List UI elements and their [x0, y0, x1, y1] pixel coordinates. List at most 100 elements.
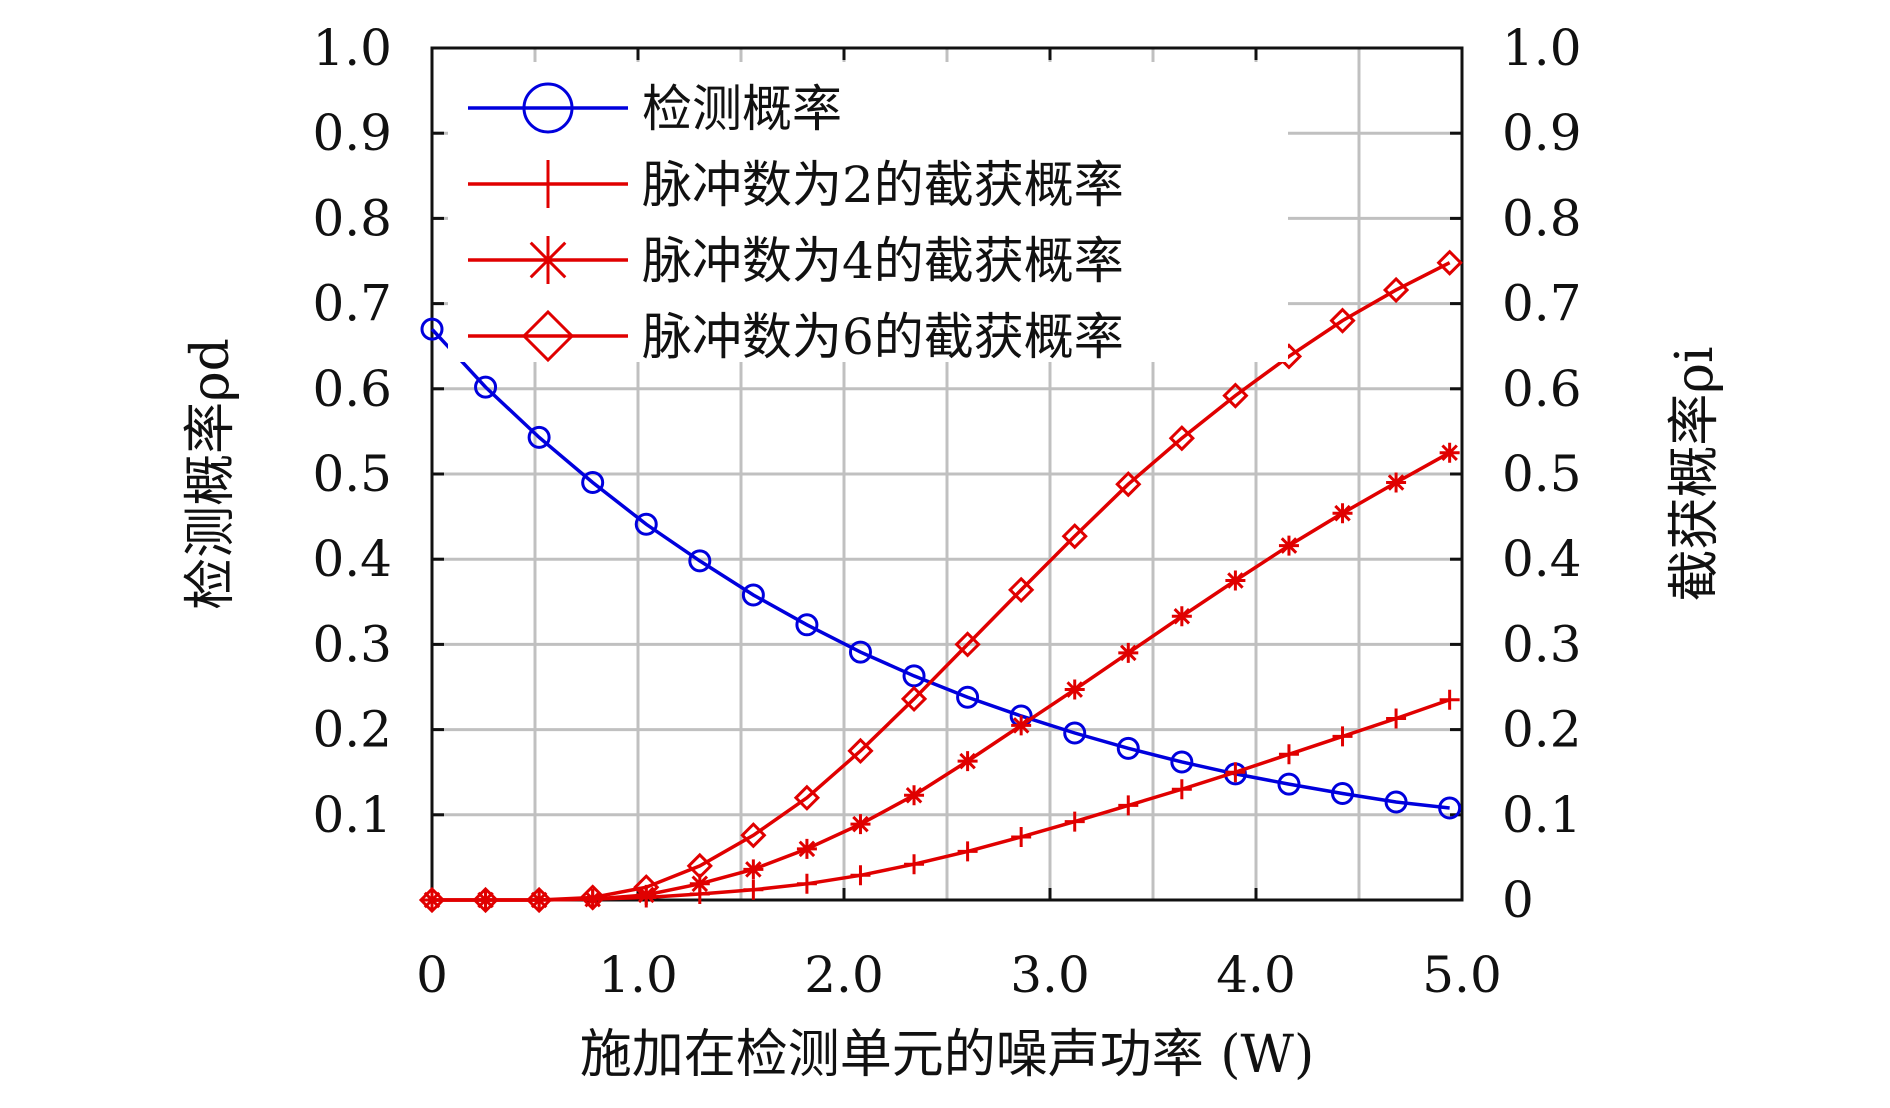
data-point [527, 425, 551, 449]
series-2 [422, 689, 1460, 910]
y-right-tick-label: 0.3 [1502, 615, 1582, 673]
data-point [1118, 795, 1139, 816]
data-point [848, 640, 872, 664]
data-point [741, 583, 765, 607]
data-point [689, 873, 710, 894]
y-right-tick-label: 0.6 [1502, 360, 1582, 418]
legend-item: 脉冲数为6的截获概率 [468, 308, 1124, 366]
y-right-tick-label: 0.2 [1502, 701, 1582, 759]
data-point [688, 549, 712, 573]
data-point [1171, 779, 1192, 800]
x-tick-label: 1.0 [598, 946, 678, 1004]
data-point [1011, 715, 1032, 736]
data-point [1386, 472, 1407, 493]
data-point [796, 838, 817, 859]
legend-background [448, 62, 1288, 362]
data-point [1384, 790, 1408, 814]
data-point [1436, 249, 1463, 276]
legend-item: 脉冲数为4的截获概率 [468, 232, 1124, 290]
axis-ticks [430, 46, 1464, 902]
data-point [525, 886, 553, 914]
data-point [957, 751, 978, 772]
data-point [1225, 570, 1246, 591]
series-line [430, 327, 1450, 810]
data-point [1168, 425, 1195, 452]
y-right-tick-label: 0.9 [1502, 104, 1582, 162]
data-point [1332, 726, 1353, 747]
y-left-tick-label: 0.4 [312, 530, 392, 588]
data-point [1278, 535, 1299, 556]
series-1 [420, 317, 1462, 820]
data-point [743, 879, 764, 900]
data-point [636, 884, 657, 905]
data-point [850, 814, 871, 835]
data-point [954, 631, 981, 658]
data-point [1064, 811, 1085, 832]
data-point [743, 859, 764, 880]
legend-label: 脉冲数为4的截获概率 [642, 232, 1124, 290]
data-point [1222, 382, 1249, 409]
data-point [957, 841, 978, 862]
data-point [1011, 826, 1032, 847]
y-left-tick-label: 0.9 [312, 104, 392, 162]
y-left-tick-label: 0.8 [312, 189, 392, 247]
data-point [634, 512, 658, 536]
legend-label: 脉冲数为6的截获概率 [642, 308, 1124, 366]
y-axis-left-label: 检测概率ρd [181, 338, 241, 610]
y-left-tick-label: 0.2 [312, 701, 392, 759]
x-tick-label: 4.0 [1216, 946, 1296, 1004]
data-point [1331, 782, 1355, 805]
data-point [686, 852, 713, 880]
y-right-tick-label: 0.5 [1502, 445, 1582, 503]
y-right-tick-label: 0.8 [1502, 189, 1582, 247]
data-point [1008, 576, 1035, 603]
y-left-tick-label: 0.7 [312, 275, 392, 333]
data-point [740, 822, 767, 849]
legend-marker [524, 160, 572, 208]
data-point [1063, 721, 1087, 745]
data-point [847, 737, 874, 765]
data-point [796, 873, 817, 894]
y-left-tick-label: 0.5 [312, 445, 392, 503]
data-point [1277, 772, 1301, 796]
y-left-tick-label: 0.1 [312, 786, 392, 844]
data-point [420, 317, 444, 341]
series-layer [418, 249, 1463, 914]
legend-marker [522, 82, 574, 134]
data-point [474, 375, 498, 399]
data-point [1332, 503, 1353, 524]
data-point [418, 886, 446, 914]
x-tick-label: 5.0 [1422, 946, 1502, 1004]
data-point [1438, 796, 1462, 820]
y-right-tick-label: 0.7 [1502, 275, 1582, 333]
data-point [472, 886, 499, 914]
data-point [850, 865, 871, 886]
data-point [904, 854, 925, 875]
data-point [793, 784, 821, 811]
series-line [432, 451, 1451, 902]
legend-label: 脉冲数为2的截获概率 [642, 156, 1124, 214]
y-left-tick-label: 0.3 [312, 615, 392, 673]
data-point [1439, 689, 1460, 710]
data-point [1439, 442, 1460, 463]
data-point [1386, 708, 1407, 729]
data-point [1382, 276, 1410, 304]
data-point [795, 613, 819, 637]
data-point [1171, 606, 1192, 627]
x-tick-label: 0 [416, 946, 448, 1004]
y-right-tick-label: 0.4 [1502, 530, 1582, 588]
data-point [1116, 736, 1140, 760]
x-axis-label: 施加在检测单元的噪声功率 (W) [580, 1025, 1315, 1085]
legend-label: 检测概率 [642, 80, 842, 138]
y-left-tick-label: 0.6 [312, 360, 392, 418]
legend-marker [524, 236, 572, 284]
data-point [904, 785, 925, 806]
data-point [1118, 642, 1139, 663]
data-point [1115, 471, 1142, 498]
axis-labels: 0 1.0 2.0 3.0 4.0 5.0 0.1 0.2 0.3 0.4 0.5 0.6 0.7 0.8… [312, 19, 1581, 1004]
data-point [633, 874, 660, 901]
legend-item: 检测概率 [468, 80, 842, 138]
